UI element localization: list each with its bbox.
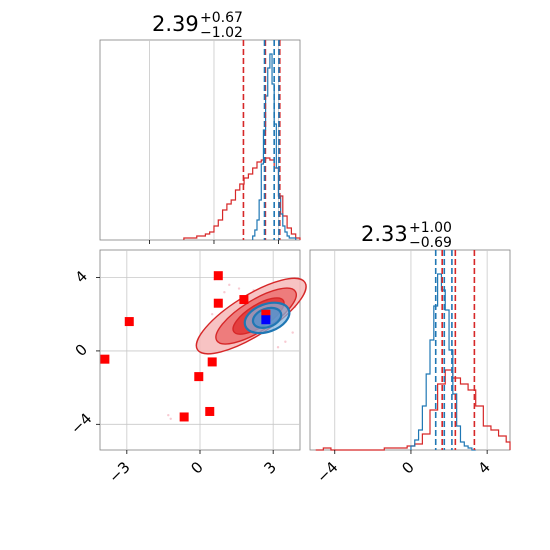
density-dot (223, 291, 226, 294)
y-tick-label: 4 (72, 267, 91, 286)
bottom-left-panel: −3 0 3 −4 0 4 (67, 249, 307, 486)
red-point (213, 298, 223, 308)
top-left-title-value: 2.39 (152, 12, 199, 36)
bottom-right-panel: −4 0 4 2.33 +1.00 −0.69 (309, 220, 511, 486)
density-dot (284, 340, 287, 343)
density-dot (228, 283, 231, 287)
top-left-frame (99, 39, 301, 241)
red-point (239, 295, 249, 305)
red-point (179, 412, 189, 422)
density-dot (291, 331, 294, 334)
density-dot (237, 287, 241, 290)
y-tick-label: 0 (72, 340, 91, 359)
x-tick-label: 3 (261, 458, 280, 477)
x-tick-label: −4 (313, 458, 341, 486)
density-dot (167, 413, 170, 417)
bottom-right-title-sub: −0.69 (409, 235, 452, 251)
x-tick-label: −3 (105, 458, 133, 486)
red-point (205, 406, 215, 416)
blue-point (261, 315, 271, 325)
y-tick-label: −4 (67, 409, 95, 437)
red-point (194, 372, 204, 382)
hist-series-1 (252, 53, 297, 240)
hist-series-0 (315, 369, 511, 451)
red-point (100, 354, 110, 364)
density-dot (210, 313, 214, 316)
bottom-right-frame (309, 249, 511, 451)
density-dot (276, 346, 280, 349)
bottom-right-title-sup: +1.00 (409, 220, 452, 236)
x-tick-label: 4 (474, 458, 493, 477)
red-point (207, 357, 217, 367)
red-point (124, 317, 134, 327)
x-tick-label: 0 (398, 458, 417, 477)
red-point (213, 271, 223, 281)
x-tick-label: 0 (187, 458, 206, 477)
density-dot (169, 417, 172, 421)
top-left-title-sub: −1.02 (200, 25, 243, 41)
top-left-panel: 2.39 +0.67 −1.02 (99, 10, 301, 244)
top-left-title: 2.39 +0.67 −1.02 (152, 10, 243, 41)
bottom-right-title-value: 2.33 (361, 222, 408, 246)
bottom-right-title: 2.33 +1.00 −0.69 (361, 220, 452, 251)
red-point (261, 309, 271, 319)
top-left-title-sup: +0.67 (200, 10, 243, 26)
